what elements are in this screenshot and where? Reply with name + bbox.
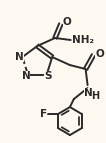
Text: O: O — [95, 49, 104, 59]
Text: H: H — [91, 91, 100, 101]
Text: N: N — [22, 71, 31, 81]
Text: F: F — [40, 109, 47, 119]
Text: N: N — [15, 52, 24, 62]
Text: NH₂: NH₂ — [72, 35, 94, 45]
Text: N: N — [84, 88, 93, 98]
Text: S: S — [44, 71, 51, 81]
Text: O: O — [63, 17, 72, 27]
